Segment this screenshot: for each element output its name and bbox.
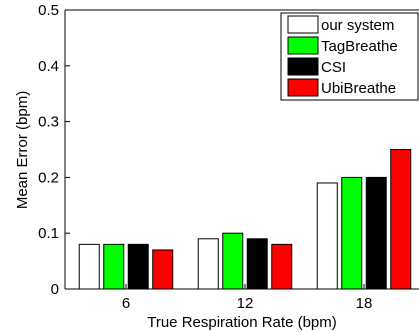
y-tick-label: 0.3 (38, 114, 59, 131)
bar-ubibreathe-18 (390, 149, 412, 290)
legend-label: UbiBreathe (321, 80, 396, 97)
bar-ubibreathe-12 (271, 243, 293, 290)
legend-label: our system (321, 17, 394, 34)
bar-our-system-6 (78, 243, 100, 290)
y-tick-label: 0.5 (38, 2, 59, 19)
legend-swatch (287, 15, 319, 34)
bar-csi-12 (246, 238, 268, 290)
legend-swatch (287, 57, 319, 76)
y-tick-label: 0.4 (38, 58, 59, 75)
bar-ubibreathe-6 (152, 249, 174, 290)
x-ticks-group: 6 12 18 (122, 284, 373, 312)
y-ticks-group: 0 0.1 0.2 0.3 0.4 0.5 (38, 2, 70, 298)
legend-label: TagBreathe (321, 38, 398, 55)
x-tick-label: 12 (237, 295, 254, 312)
x-axis-title: True Respiration Rate (bpm) (147, 314, 337, 331)
x-tick-label: 18 (356, 295, 373, 312)
legend: our system TagBreathe CSI UbiBreathe (280, 12, 419, 101)
x-tick-label: 6 (122, 295, 130, 312)
bar-our-system-12 (197, 238, 219, 290)
y-tick-label: 0 (51, 281, 59, 298)
legend-label: CSI (321, 59, 346, 76)
bar-csi-18 (365, 176, 387, 290)
y-tick-label: 0.2 (38, 169, 59, 186)
y-tick-label: 0.1 (38, 225, 59, 242)
bar-tagbreathe-18 (341, 176, 363, 290)
bar-csi-6 (127, 243, 149, 290)
bar-tagbreathe-6 (103, 243, 125, 290)
bar-our-system-18 (316, 182, 338, 290)
y-axis-title: Mean Error (bpm) (14, 91, 31, 209)
legend-swatch (287, 78, 319, 97)
bars-group (78, 149, 412, 290)
bar-tagbreathe-12 (222, 232, 244, 290)
legend-swatch (287, 36, 319, 55)
